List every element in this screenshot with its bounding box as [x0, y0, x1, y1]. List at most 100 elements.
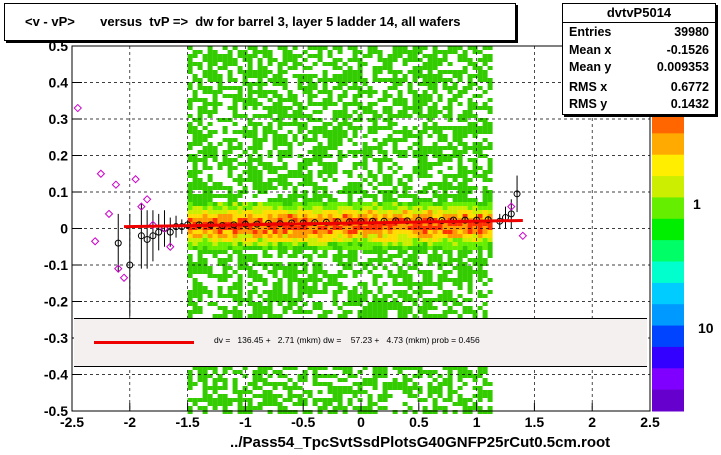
heatmap-cell — [462, 374, 468, 378]
heatmap-cell — [247, 290, 253, 294]
heatmap-cell — [302, 246, 308, 250]
heatmap-cell — [477, 86, 483, 90]
heatmap-cell — [412, 150, 418, 154]
heatmap-cell — [207, 294, 213, 298]
heatmap-cell — [327, 90, 333, 94]
heatmap-cell — [392, 146, 398, 150]
profile-point — [137, 232, 145, 240]
heatmap-cell — [397, 166, 403, 170]
heatmap-cell — [222, 382, 228, 386]
heatmap-cell — [307, 294, 313, 298]
heatmap-cell — [477, 366, 483, 370]
heatmap-cell — [222, 218, 228, 222]
heatmap-cell — [457, 190, 463, 194]
heatmap-cell — [367, 202, 373, 206]
heatmap-cell — [487, 230, 493, 234]
heatmap-cell — [342, 102, 348, 106]
heatmap-cell — [462, 230, 468, 234]
heatmap-cell — [297, 210, 303, 214]
y-tick-label: 0.4 — [49, 75, 69, 91]
heatmap-cell — [272, 282, 278, 286]
heatmap-cell — [222, 58, 228, 62]
heatmap-cell — [287, 50, 293, 54]
heatmap-cell — [227, 286, 233, 290]
heatmap-cell — [437, 242, 443, 246]
heatmap-cell — [437, 50, 443, 54]
heatmap-cell — [422, 310, 428, 314]
heatmap-cell — [482, 302, 488, 306]
heatmap-cell — [477, 58, 483, 62]
heatmap-cell — [427, 306, 433, 310]
heatmap-cell — [187, 226, 193, 230]
heatmap-cell — [197, 398, 203, 402]
heatmap-cell — [187, 102, 193, 106]
heatmap-cell — [277, 46, 283, 50]
heatmap-cell — [227, 150, 233, 154]
heatmap-cell — [252, 46, 258, 50]
heatmap-cell — [377, 166, 383, 170]
heatmap-cell — [272, 298, 278, 302]
heatmap-cell — [277, 278, 283, 282]
heatmap-cell — [237, 146, 243, 150]
heatmap-cell — [302, 58, 308, 62]
heatmap-cell — [302, 158, 308, 162]
heatmap-cell — [437, 234, 443, 238]
heatmap-cell — [317, 230, 323, 234]
heatmap-cell — [307, 214, 313, 218]
heatmap-cell — [207, 114, 213, 118]
heatmap-cell — [377, 202, 383, 206]
heatmap-cell — [427, 298, 433, 302]
heatmap-cell — [487, 382, 493, 386]
heatmap-cell — [202, 110, 208, 114]
heatmap-cell — [392, 234, 398, 238]
heatmap-cell — [262, 242, 268, 246]
heatmap-cell — [352, 238, 358, 242]
heatmap-cell — [407, 238, 413, 242]
heatmap-cell — [452, 278, 458, 282]
heatmap-cell — [282, 182, 288, 186]
heatmap-cell — [422, 306, 428, 310]
heatmap-cell — [362, 266, 368, 270]
heatmap-cell — [427, 214, 433, 218]
heatmap-cell — [222, 278, 228, 282]
heatmap-cell — [372, 102, 378, 106]
heatmap-cell — [292, 138, 298, 142]
heatmap-cell — [292, 98, 298, 102]
heatmap-cell — [262, 306, 268, 310]
heatmap-cell — [442, 214, 448, 218]
heatmap-cell — [262, 394, 268, 398]
heatmap-cell — [312, 262, 318, 266]
heatmap-cell — [422, 314, 428, 318]
heatmap-cell — [442, 314, 448, 318]
heatmap-cell — [332, 178, 338, 182]
heatmap-cell — [217, 314, 223, 318]
heatmap-cell — [397, 94, 403, 98]
heatmap-cell — [382, 90, 388, 94]
heatmap-cell — [452, 154, 458, 158]
y-tick-label: -0.5 — [44, 403, 68, 419]
heatmap-cell — [422, 78, 428, 82]
heatmap-cell — [247, 234, 253, 238]
heatmap-cell — [257, 102, 263, 106]
heatmap-cell — [262, 378, 268, 382]
heatmap-cell — [487, 170, 493, 174]
heatmap-cell — [207, 130, 213, 134]
heatmap-cell — [302, 210, 308, 214]
heatmap-cell — [252, 82, 258, 86]
heatmap-cell — [357, 282, 363, 286]
heatmap-cell — [357, 242, 363, 246]
heatmap-cell — [447, 98, 453, 102]
heatmap-cell — [202, 126, 208, 130]
heatmap-cell — [237, 142, 243, 146]
heatmap-cell — [437, 130, 443, 134]
heatmap-cell — [192, 126, 198, 130]
heatmap-cell — [307, 118, 313, 122]
heatmap-cell — [412, 226, 418, 230]
heatmap-cell — [342, 410, 348, 414]
colorbar-segment — [652, 176, 684, 198]
heatmap-cell — [307, 210, 313, 214]
heatmap-cell — [197, 210, 203, 214]
heatmap-cell — [407, 310, 413, 314]
heatmap-cell — [377, 142, 383, 146]
heatmap-cell — [457, 402, 463, 406]
